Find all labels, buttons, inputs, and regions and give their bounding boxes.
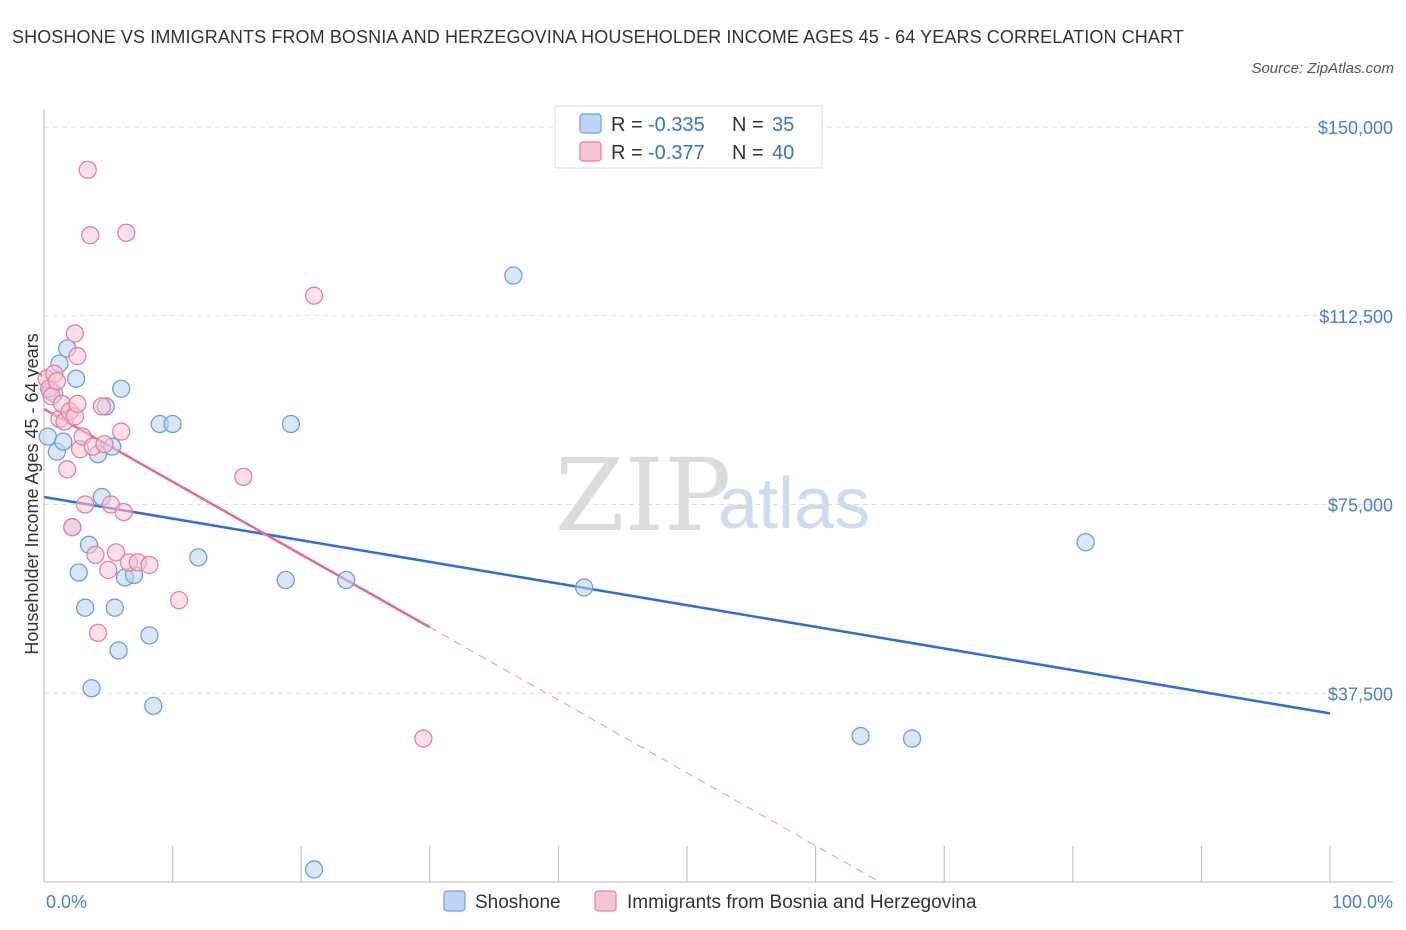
- y-tick-label-3: $150,000: [1318, 118, 1393, 138]
- point-shoshone-27: [276, 570, 295, 590]
- trend-line-0: [43, 495, 1331, 715]
- trend-line-dashed-1: [429, 626, 881, 883]
- bottom-legend-swatch-shoshone: [443, 890, 466, 912]
- point-shoshone-0: [38, 427, 58, 446]
- point-bosnia-28: [112, 422, 131, 441]
- point-shoshone-8: [67, 369, 86, 388]
- point-bosnia-22: [88, 623, 108, 643]
- point-bosnia-17: [76, 495, 95, 514]
- point-shoshone-12: [82, 679, 101, 698]
- axes: [43, 109, 1393, 883]
- y-tick-label-0: $37,500: [1328, 684, 1393, 704]
- y-tick-label-1: $75,000: [1328, 496, 1393, 516]
- legend-r-value-bosnia: -0.377: [648, 142, 705, 164]
- point-shoshone-34: [902, 729, 922, 748]
- point-shoshone-22: [140, 626, 159, 645]
- legend-swatch-shoshone: [579, 113, 602, 134]
- legend-bottom: Shoshone Immigrants from Bosnia and Herz…: [443, 890, 977, 913]
- point-bosnia-18: [78, 160, 97, 179]
- point-bosnia-36: [304, 286, 324, 305]
- point-shoshone-33: [851, 726, 870, 746]
- point-bosnia-30: [117, 223, 136, 242]
- point-bosnia-37: [414, 729, 433, 748]
- point-shoshone-25: [163, 414, 182, 434]
- point-bosnia-12: [68, 394, 87, 414]
- point-shoshone-29: [304, 860, 324, 879]
- point-shoshone-9: [69, 563, 88, 582]
- x-tick-min: 0.0%: [46, 892, 87, 912]
- grid-lines: [44, 126, 1393, 694]
- point-bosnia-4: [47, 372, 67, 391]
- point-shoshone-23: [144, 696, 163, 715]
- point-shoshone-35: [1076, 533, 1095, 552]
- point-bosnia-10: [63, 518, 82, 537]
- watermark: ZIP atlas: [555, 437, 870, 554]
- point-shoshone-28: [281, 414, 301, 434]
- point-bosnia-34: [169, 591, 189, 610]
- source-label: Source: ZipAtlas.com: [1251, 60, 1394, 77]
- point-bosnia-29: [114, 502, 133, 522]
- legend-n-label-bosnia: N =: [732, 142, 764, 164]
- bottom-legend-swatch-bosnia: [594, 890, 617, 912]
- watermark-atlas: atlas: [718, 464, 870, 544]
- legend-n-label-shoshone: N =: [732, 114, 764, 136]
- point-bosnia-19: [81, 226, 100, 245]
- legend-swatch-bosnia: [579, 141, 602, 162]
- legend-n-value-shoshone: 35: [772, 114, 794, 136]
- point-shoshone-19: [112, 379, 131, 398]
- point-shoshone-18: [109, 641, 128, 660]
- chart-title: SHOSHONE VS IMMIGRANTS FROM BOSNIA AND H…: [12, 27, 1184, 47]
- bottom-legend-label-shoshone: Shoshone: [475, 892, 561, 913]
- point-shoshone-5: [54, 432, 73, 451]
- legend-top: R = -0.335 N = 35 R = -0.377 N = 40: [554, 105, 823, 169]
- point-bosnia-25: [99, 560, 118, 580]
- y-tick-label-2: $112,500: [1319, 307, 1393, 327]
- point-bosnia-24: [95, 434, 114, 454]
- y-tick-labels: $37,500 $75,000 $112,500 $150,000: [1318, 118, 1393, 704]
- point-bosnia-21: [86, 545, 105, 565]
- point-bosnia-27: [106, 543, 126, 562]
- y-axis-label: Householder Income Ages 45 - 64 years: [22, 333, 42, 654]
- point-bosnia-23: [92, 397, 112, 416]
- point-bosnia-14: [68, 346, 87, 366]
- watermark-zip: ZIP: [555, 437, 731, 554]
- legend-r-value-shoshone: -0.335: [648, 114, 705, 136]
- point-shoshone-32: [574, 578, 594, 597]
- data-points: [37, 160, 1095, 879]
- point-shoshone-31: [504, 266, 523, 285]
- point-shoshone-30: [337, 570, 356, 590]
- point-bosnia-35: [234, 467, 253, 487]
- point-bosnia-33: [140, 555, 159, 575]
- legend-r-label-shoshone: R =: [611, 114, 643, 136]
- point-shoshone-10: [76, 598, 95, 617]
- legend-n-value-bosnia: 40: [772, 142, 794, 164]
- point-bosnia-8: [57, 460, 77, 479]
- x-tick-max: 100.0%: [1332, 892, 1393, 912]
- legend-r-label-bosnia: R =: [611, 142, 643, 164]
- bottom-legend-label-bosnia: Immigrants from Bosnia and Herzegovina: [627, 892, 977, 913]
- point-shoshone-17: [105, 598, 124, 617]
- point-shoshone-26: [189, 548, 208, 567]
- point-bosnia-13: [65, 324, 85, 343]
